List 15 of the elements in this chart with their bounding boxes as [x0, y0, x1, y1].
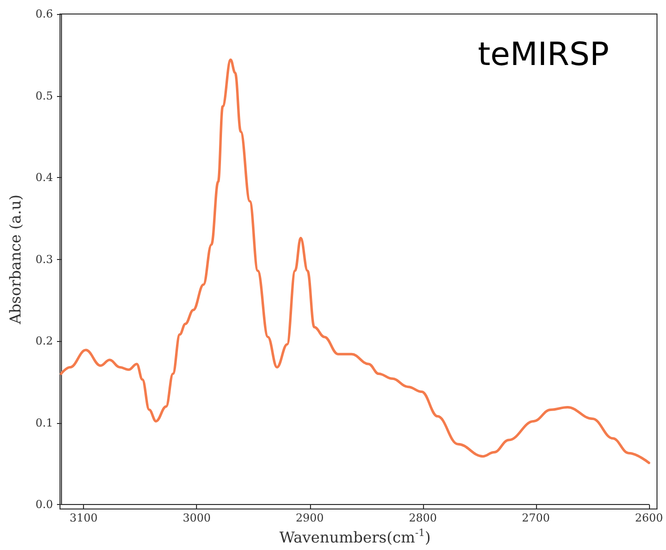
y-tick-label: 0.1 — [36, 416, 53, 430]
x-tick-label: 2600 — [635, 512, 664, 525]
y-tick-label: 0.6 — [36, 8, 53, 20]
x-tick-label: 2800 — [408, 512, 437, 525]
x-tick-label: 2700 — [522, 512, 550, 525]
y-tick-label: 0.2 — [36, 334, 53, 348]
y-tick-label: 0.4 — [36, 171, 53, 184]
y-axis-title: Absorbance (a.u) — [6, 194, 24, 326]
y-tick-label: 0.0 — [36, 498, 53, 512]
x-tick-label: 3100 — [70, 512, 98, 525]
y-tick-label: 0.3 — [36, 252, 53, 266]
annotation: teMIRSP — [478, 35, 609, 73]
y-tick-label: 0.5 — [36, 89, 53, 102]
x-tick-label: 3000 — [182, 512, 211, 525]
x-tick-label: 2900 — [296, 512, 324, 525]
